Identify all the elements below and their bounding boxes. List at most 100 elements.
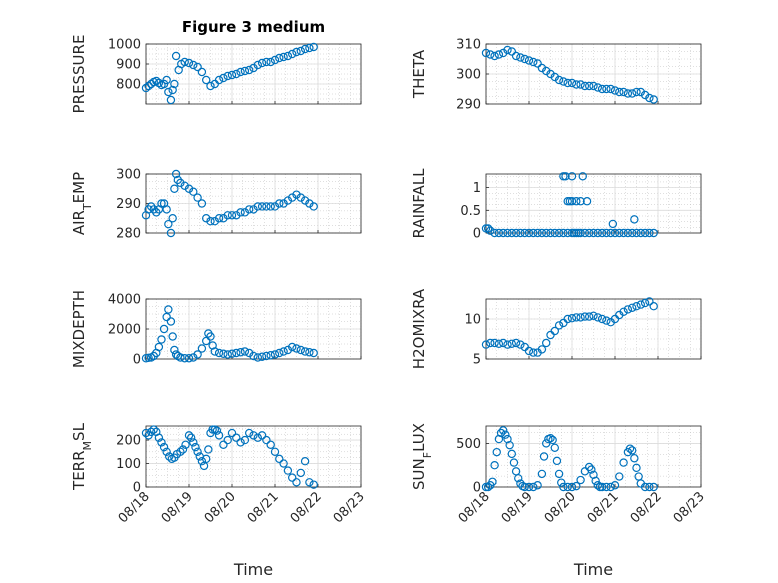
data-point xyxy=(232,211,241,220)
data-point xyxy=(197,199,207,208)
data-point xyxy=(481,48,491,58)
data-point xyxy=(486,50,495,59)
data-point xyxy=(262,202,271,211)
data-point xyxy=(524,346,534,356)
data-point xyxy=(582,197,592,206)
data-point xyxy=(223,71,232,81)
data-point xyxy=(576,80,585,89)
data-point xyxy=(548,435,557,445)
data-point xyxy=(492,447,501,457)
y-tick-label: 2000 xyxy=(108,323,141,338)
data-point xyxy=(649,95,658,104)
data-point xyxy=(567,314,577,323)
data-point xyxy=(189,187,198,196)
data-point xyxy=(501,430,510,439)
data-point xyxy=(615,87,624,97)
data-point xyxy=(597,84,607,94)
data-point xyxy=(580,312,590,321)
data-point xyxy=(288,473,297,482)
data-point xyxy=(178,445,188,454)
data-point xyxy=(283,51,293,61)
y-axis-label: AIRTEMP xyxy=(70,172,94,235)
chart-title: Figure 3 medium xyxy=(182,18,325,36)
data-point xyxy=(585,228,594,238)
data-point xyxy=(559,228,568,238)
data-point xyxy=(236,67,245,77)
data-point xyxy=(567,482,577,492)
data-point xyxy=(533,228,542,238)
data-point xyxy=(240,435,250,445)
data-point xyxy=(563,78,572,88)
data-point xyxy=(154,342,164,352)
data-point xyxy=(275,348,284,358)
data-point xyxy=(630,215,639,224)
y-tick-label: 280 xyxy=(116,227,141,242)
data-point xyxy=(529,482,538,492)
data-point xyxy=(270,447,280,457)
y-tick-label: 1000 xyxy=(108,38,141,53)
data-point xyxy=(154,433,164,442)
data-point xyxy=(300,44,310,54)
data-point xyxy=(580,228,590,238)
data-point xyxy=(580,81,590,91)
data-point xyxy=(249,205,258,214)
data-point xyxy=(645,228,654,238)
data-point xyxy=(602,316,611,325)
data-point xyxy=(591,476,600,486)
data-point xyxy=(509,458,519,467)
data-point xyxy=(214,75,224,85)
data-point xyxy=(576,228,585,238)
data-point xyxy=(309,480,318,489)
data-point xyxy=(162,447,171,457)
data-point xyxy=(576,197,585,206)
series-points xyxy=(141,169,318,238)
data-point xyxy=(279,459,288,468)
data-point xyxy=(602,84,611,94)
data-point xyxy=(615,472,624,481)
y-tick-label: 100 xyxy=(116,457,141,472)
data-point xyxy=(645,93,654,103)
y-tick-label: 290 xyxy=(116,197,141,212)
data-point xyxy=(628,303,637,312)
y-tick-label: 1 xyxy=(473,181,481,196)
x-tick-label: 08/23 xyxy=(331,489,368,526)
data-point xyxy=(168,85,177,95)
data-point xyxy=(481,340,491,349)
data-point xyxy=(262,351,271,361)
data-point xyxy=(227,349,237,358)
data-point xyxy=(164,305,173,314)
data-point xyxy=(516,228,525,238)
data-point xyxy=(628,228,637,238)
data-point xyxy=(606,228,615,238)
data-point xyxy=(572,197,581,206)
data-point xyxy=(232,433,241,442)
data-point xyxy=(219,440,228,449)
data-point xyxy=(546,228,555,238)
data-point xyxy=(309,348,318,358)
data-point xyxy=(214,431,224,440)
data-point xyxy=(300,347,310,356)
data-point xyxy=(253,433,262,442)
data-point xyxy=(628,89,637,98)
data-point xyxy=(244,428,254,438)
y-axis-label: H2OMIXRA xyxy=(410,288,428,369)
data-point xyxy=(597,228,607,238)
data-point xyxy=(184,431,194,440)
data-point xyxy=(201,214,211,223)
data-point xyxy=(270,350,280,359)
data-point xyxy=(227,428,237,438)
data-point xyxy=(593,313,603,322)
data-point xyxy=(197,344,207,353)
data-point xyxy=(257,352,267,361)
data-point xyxy=(496,428,506,438)
data-point xyxy=(559,77,568,86)
data-point xyxy=(520,228,529,238)
data-point xyxy=(615,228,624,238)
data-point xyxy=(253,60,262,70)
data-point xyxy=(214,348,224,358)
data-point xyxy=(488,477,497,486)
series-points xyxy=(141,305,318,363)
data-point xyxy=(189,60,198,70)
data-point xyxy=(170,79,179,89)
